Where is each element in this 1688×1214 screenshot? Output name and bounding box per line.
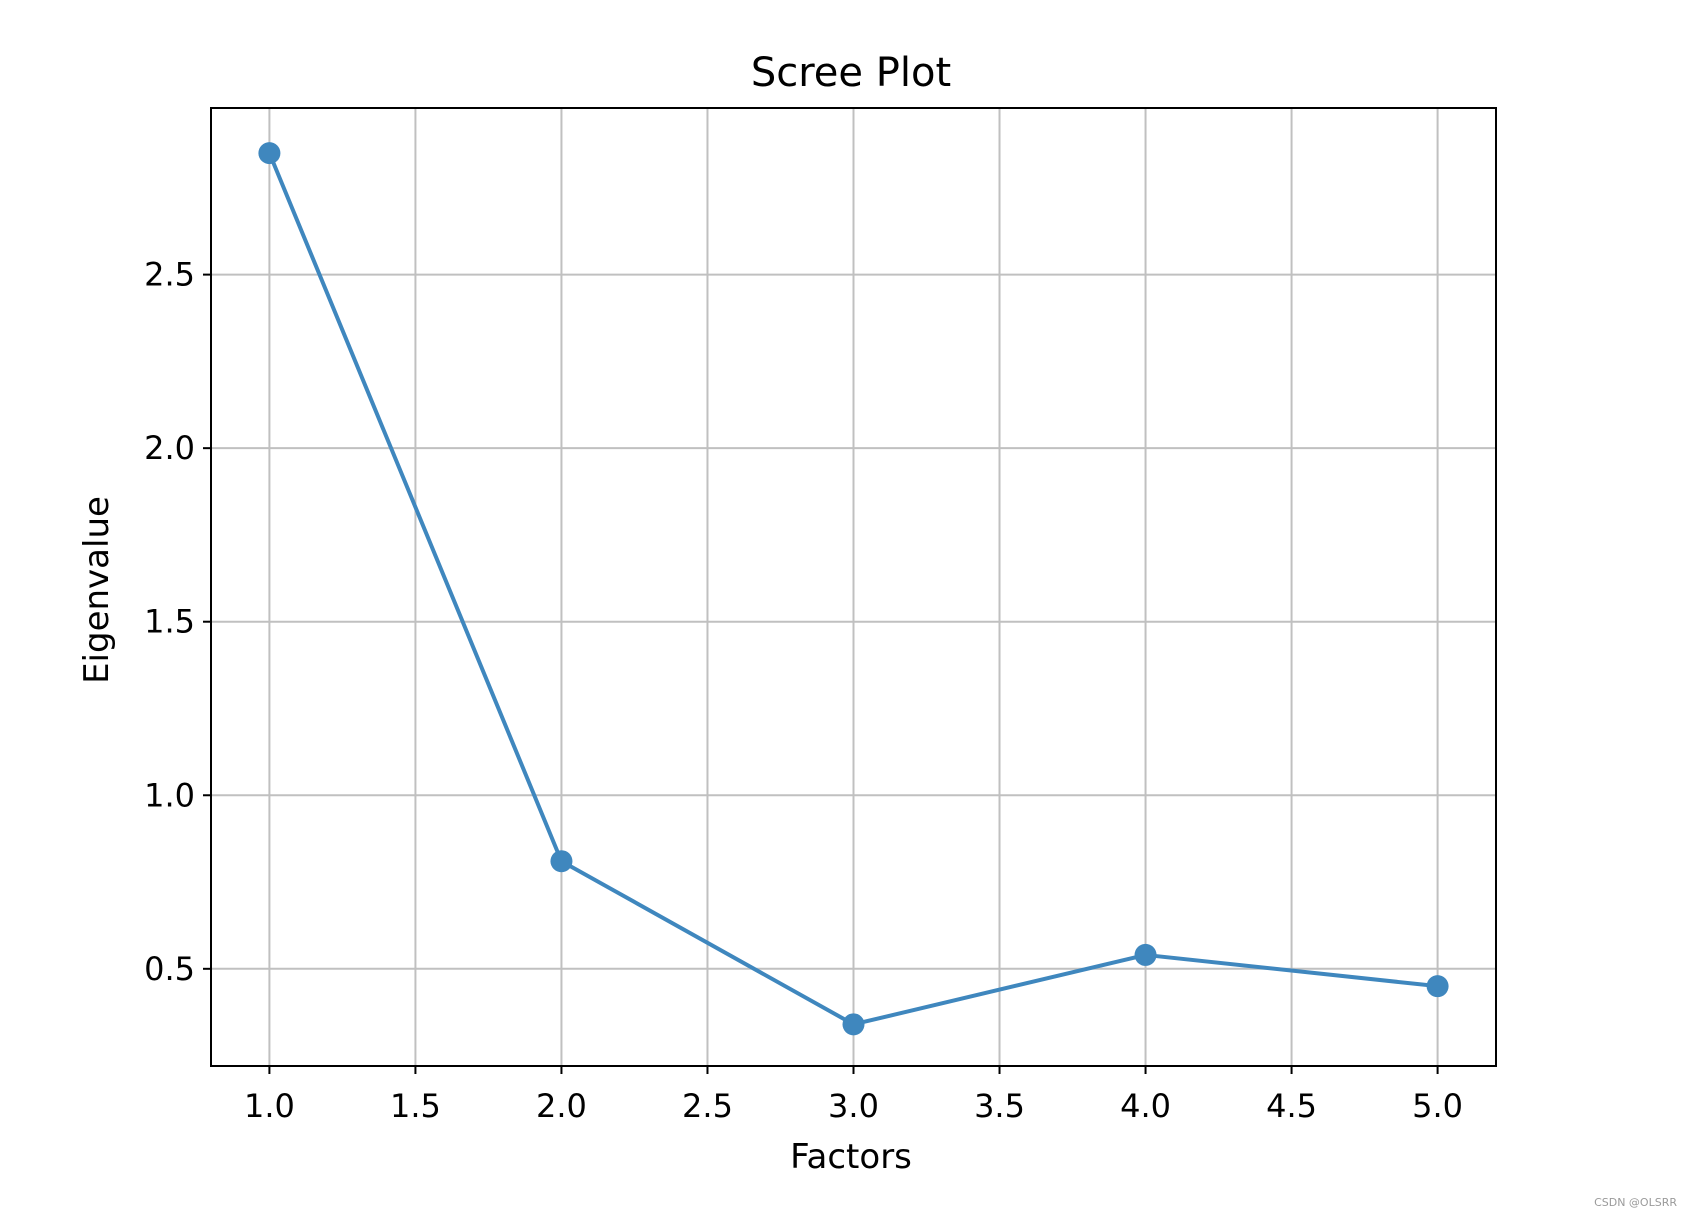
data-point [258,142,281,165]
x-tick-label: 4.5 [1266,1087,1317,1125]
chart-title: Scree Plot [751,50,951,96]
x-tick-label: 3.5 [974,1087,1025,1125]
x-tick-label: 3.0 [828,1087,879,1125]
x-tick-label: 2.5 [682,1087,733,1125]
x-tick-label: 1.5 [390,1087,441,1125]
x-tick-label: 4.0 [1120,1087,1171,1125]
data-point [1134,943,1157,966]
data-points [258,142,1449,1036]
y-axis-ticks: 0.5 1.0 1.5 2.0 2.5 [144,256,211,988]
x-axis-ticks: 1.0 1.5 2.0 2.5 3.0 3.5 4.0 4.5 5.0 [244,1066,1463,1125]
y-tick-label: 1.0 [144,776,195,814]
data-point [1426,975,1449,998]
x-axis-label: Factors [790,1137,912,1177]
data-point [842,1013,865,1036]
y-tick-label: 1.5 [144,603,195,641]
x-tick-label: 1.0 [244,1087,295,1125]
data-point [550,850,573,873]
x-tick-label: 5.0 [1412,1087,1463,1125]
y-axis-label: Eigenvalue [77,496,117,684]
y-tick-label: 0.5 [144,950,195,988]
y-tick-label: 2.5 [144,256,195,294]
y-tick-label: 2.0 [144,429,195,467]
x-tick-label: 2.0 [536,1087,587,1125]
watermark-text: CSDN @OLSRR [1594,1196,1677,1209]
grid-lines [211,108,1496,1066]
